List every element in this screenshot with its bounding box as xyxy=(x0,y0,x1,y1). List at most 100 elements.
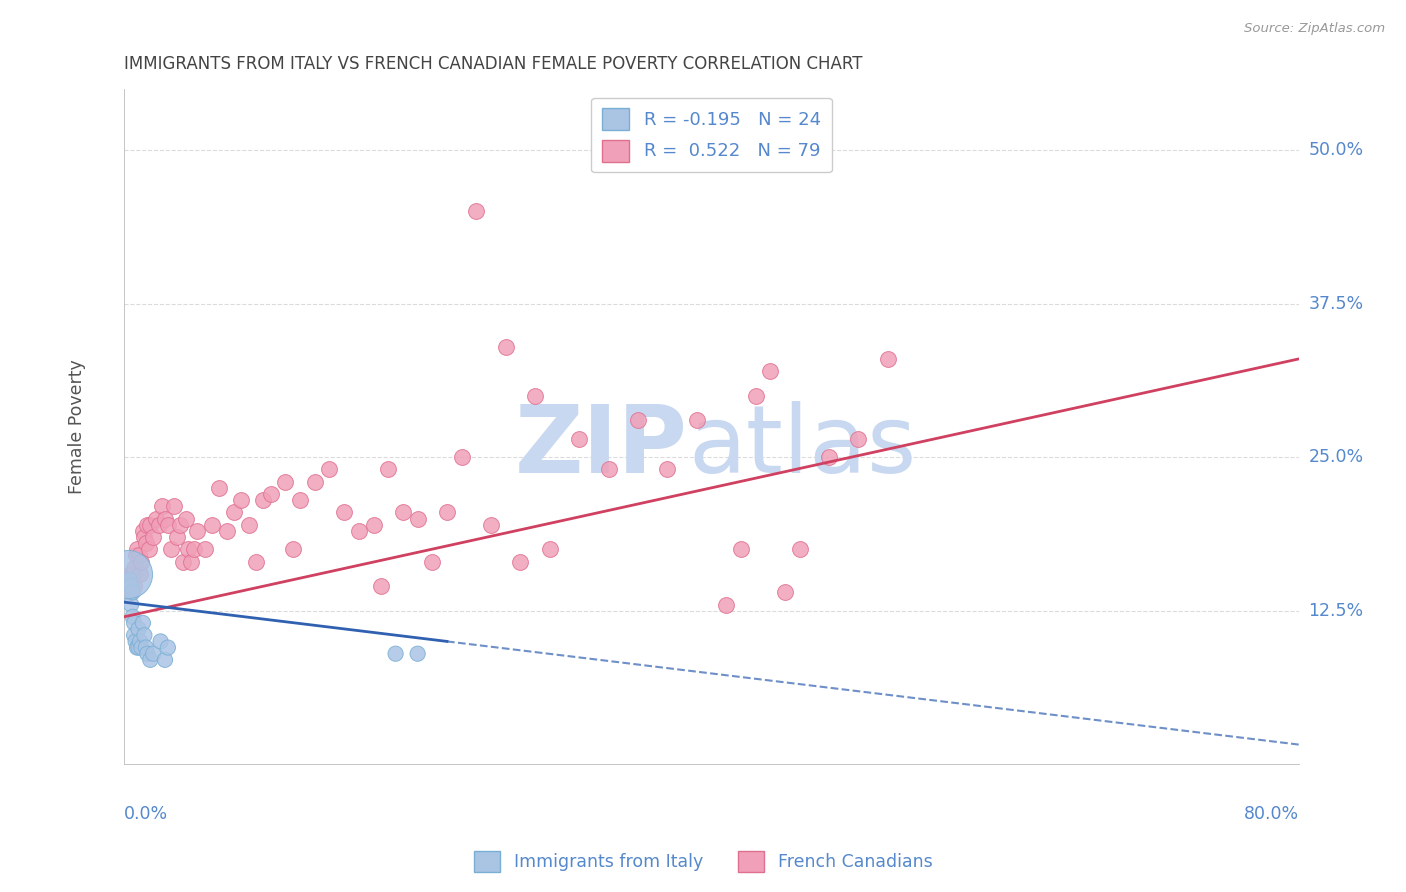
Text: ZIP: ZIP xyxy=(515,401,688,492)
Point xyxy=(450,450,472,464)
Point xyxy=(876,351,898,366)
Point xyxy=(186,524,208,538)
Legend: R = -0.195   N = 24, R =  0.522   N = 79: R = -0.195 N = 24, R = 0.522 N = 79 xyxy=(592,97,831,172)
Point xyxy=(139,653,162,667)
Point xyxy=(124,634,146,648)
Point xyxy=(288,493,311,508)
Point xyxy=(318,462,340,476)
Text: 12.5%: 12.5% xyxy=(1309,602,1364,620)
Point xyxy=(773,585,796,599)
Point xyxy=(160,542,183,557)
Point xyxy=(538,542,561,557)
Point xyxy=(730,542,752,557)
Point xyxy=(201,517,224,532)
Point xyxy=(139,517,162,532)
Point xyxy=(136,647,159,661)
Point xyxy=(818,450,841,464)
Legend: Immigrants from Italy, French Canadians: Immigrants from Italy, French Canadians xyxy=(467,844,939,879)
Point xyxy=(156,640,179,655)
Point xyxy=(153,653,176,667)
Point xyxy=(124,549,146,563)
Point xyxy=(132,524,155,538)
Point xyxy=(479,517,502,532)
Point xyxy=(333,505,356,519)
Point xyxy=(384,647,406,661)
Point xyxy=(509,555,531,569)
Point xyxy=(420,555,443,569)
Point xyxy=(120,598,142,612)
Point xyxy=(347,524,370,538)
Point xyxy=(138,542,160,557)
Point xyxy=(132,615,155,630)
Point xyxy=(194,542,217,557)
Point xyxy=(406,511,429,525)
Point xyxy=(172,555,194,569)
Point xyxy=(363,517,385,532)
Point xyxy=(134,628,156,642)
Point xyxy=(465,204,488,219)
Text: 80.0%: 80.0% xyxy=(1244,805,1299,822)
Point xyxy=(274,475,297,489)
Text: 50.0%: 50.0% xyxy=(1309,141,1364,159)
Point xyxy=(281,542,304,557)
Point xyxy=(304,475,326,489)
Point xyxy=(120,579,142,593)
Text: Female Poverty: Female Poverty xyxy=(67,359,86,494)
Point xyxy=(215,524,238,538)
Point xyxy=(245,555,267,569)
Point xyxy=(495,340,517,354)
Point xyxy=(142,647,165,661)
Point xyxy=(149,634,172,648)
Point xyxy=(118,573,141,587)
Point xyxy=(252,493,274,508)
Point xyxy=(169,517,191,532)
Point xyxy=(145,511,167,525)
Point xyxy=(122,615,145,630)
Point xyxy=(136,517,159,532)
Point xyxy=(686,413,709,427)
Point xyxy=(125,542,148,557)
Point xyxy=(117,566,139,581)
Point xyxy=(125,640,148,655)
Text: Source: ZipAtlas.com: Source: ZipAtlas.com xyxy=(1244,22,1385,36)
Point xyxy=(406,647,429,661)
Point xyxy=(598,462,620,476)
Point xyxy=(118,573,141,587)
Point xyxy=(156,517,179,532)
Point xyxy=(128,640,150,655)
Text: 0.0%: 0.0% xyxy=(124,805,167,822)
Point xyxy=(657,462,679,476)
Point xyxy=(222,505,245,519)
Point xyxy=(120,566,142,581)
Point xyxy=(134,530,156,544)
Point xyxy=(150,500,173,514)
Point xyxy=(129,634,152,648)
Point xyxy=(846,432,869,446)
Point xyxy=(377,462,399,476)
Point xyxy=(524,389,547,403)
Point xyxy=(122,579,145,593)
Point xyxy=(392,505,415,519)
Point xyxy=(120,585,142,599)
Point xyxy=(122,560,145,574)
Point xyxy=(121,566,143,581)
Text: IMMIGRANTS FROM ITALY VS FRENCH CANADIAN FEMALE POVERTY CORRELATION CHART: IMMIGRANTS FROM ITALY VS FRENCH CANADIAN… xyxy=(124,55,862,73)
Point xyxy=(121,585,143,599)
Point xyxy=(260,487,283,501)
Point xyxy=(121,610,143,624)
Text: 37.5%: 37.5% xyxy=(1309,294,1364,312)
Point xyxy=(131,640,153,655)
Point xyxy=(627,413,650,427)
Point xyxy=(370,579,392,593)
Point xyxy=(163,500,186,514)
Point xyxy=(142,530,165,544)
Point xyxy=(174,511,197,525)
Point xyxy=(183,542,205,557)
Point xyxy=(208,481,231,495)
Point xyxy=(789,542,811,557)
Point xyxy=(436,505,458,519)
Point xyxy=(568,432,591,446)
Text: atlas: atlas xyxy=(688,401,917,492)
Point xyxy=(131,555,153,569)
Point xyxy=(180,555,202,569)
